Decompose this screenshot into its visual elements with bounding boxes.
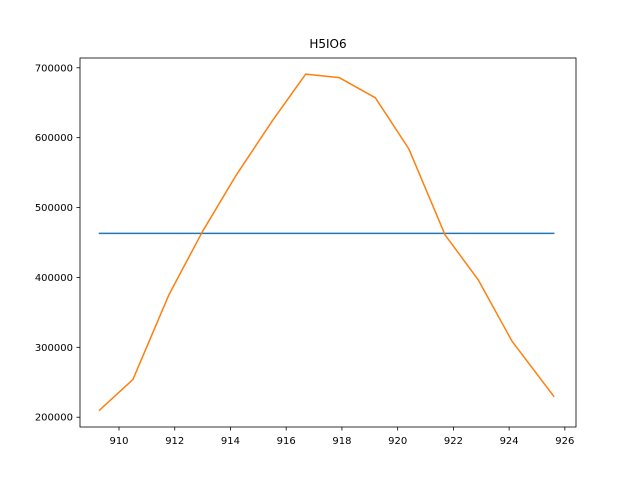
series-line-2 <box>98 73 555 412</box>
chart-title: H5IO6 <box>309 37 346 51</box>
y-tick-label: 300000 <box>35 343 73 354</box>
axes-layer: 910 912 914 916 918 920 922 924 926 200000 300000 4… <box>35 57 577 447</box>
x-tick-label: 924 <box>500 436 519 447</box>
x-tick-label: 912 <box>165 436 184 447</box>
x-tick-label: 914 <box>221 436 240 447</box>
series-layer <box>98 73 555 412</box>
plot-area-frame <box>79 57 577 428</box>
y-tick-label: 600000 <box>35 133 73 144</box>
x-tick-label: 918 <box>332 436 351 447</box>
x-tick-label: 922 <box>444 436 463 447</box>
x-tick-label: 926 <box>555 436 574 447</box>
y-tick-label: 400000 <box>35 273 73 284</box>
y-tick-label: 200000 <box>35 413 73 424</box>
x-tick-label: 920 <box>388 436 407 447</box>
x-tick-label: 916 <box>277 436 296 447</box>
y-tick-label: 700000 <box>35 63 73 74</box>
x-tick-label: 910 <box>109 436 128 447</box>
y-tick-label: 500000 <box>35 203 73 214</box>
